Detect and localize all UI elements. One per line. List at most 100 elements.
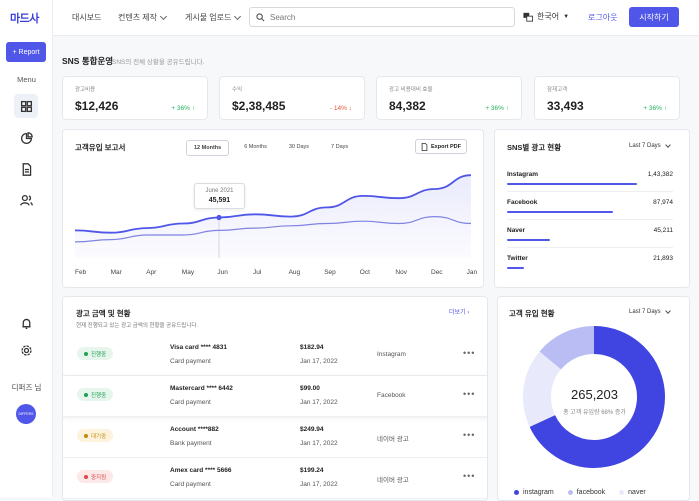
top-navigation: 대시보드 컨텐츠 제작 게시물 업로드 Search 한국어 ▼ 로그아웃 시작…: [53, 0, 699, 36]
ad-platform: 네이버 광고: [377, 477, 409, 484]
avatar[interactable]: DIFFERS: [16, 404, 36, 424]
month-label: Mar: [110, 269, 122, 276]
settings-icon[interactable]: [14, 338, 38, 362]
series-area: [75, 175, 471, 258]
channel-row: Naver 45,211: [507, 227, 673, 253]
more-options-icon[interactable]: •••: [463, 389, 476, 399]
month-label: Jul: [253, 269, 262, 276]
ad-amount-card: 광고 금액 및 현황 현재 진행되고 있는 광고 금액의 현황을 공유드립니다.…: [62, 296, 488, 501]
nav-dashboard[interactable]: 대시보드: [72, 12, 101, 23]
channel-name: Naver: [507, 227, 526, 234]
status-dot: [84, 351, 88, 356]
dashboard-icon[interactable]: [14, 94, 38, 118]
ad-date: Jan 17, 2022: [300, 440, 338, 447]
logout-link[interactable]: 로그아웃: [588, 13, 618, 22]
tooltip-date: June 2021: [205, 188, 234, 194]
inflow-title: 고객 유입 현황: [509, 309, 555, 318]
stat-card-revenue: 수익 $2,38,485 - 14% ↓: [219, 76, 365, 120]
stat-label: 수익: [232, 87, 243, 93]
page-title: SNS 통합운영: [62, 56, 114, 66]
stat-label: 광고비용: [75, 87, 96, 93]
status-badge: 진행중: [77, 388, 114, 401]
tab-7-days[interactable]: 7 Days: [331, 144, 349, 150]
search-placeholder: Search: [270, 12, 296, 22]
export-pdf-button[interactable]: Export PDF: [415, 139, 467, 154]
ads-title: 광고 금액 및 현황: [76, 309, 131, 318]
status-label: 대기중: [91, 433, 107, 440]
range-dropdown[interactable]: Last 7 Days: [629, 141, 671, 149]
channel-bar: [507, 267, 524, 269]
payment-method: Card payment: [170, 399, 211, 406]
chevron-right-icon: ›: [467, 310, 470, 316]
more-label: 더보기: [449, 310, 466, 316]
donut-segment-naver[interactable]: [523, 326, 665, 468]
stat-change: - 14% ↓: [329, 105, 352, 112]
series-line-0: [74, 174, 472, 234]
ad-date: Jan 17, 2022: [300, 481, 338, 488]
nav-content-label: 컨텐츠 제작: [118, 13, 158, 22]
document-icon[interactable]: [14, 157, 38, 181]
caret-down-icon: ▼: [563, 13, 570, 20]
channel-row: Instagram 1,43,382: [507, 171, 673, 197]
stat-label: 광고 비용대비 효율: [389, 87, 433, 93]
channel-row: Twitter 21,893: [507, 255, 673, 281]
status-dot: [84, 474, 88, 479]
month-label: Sep: [324, 269, 336, 276]
ad-table-row[interactable]: 진행중 Visa card **** 4831 Card payment $182.9…: [63, 335, 487, 376]
tab-6-months[interactable]: 6 Months: [244, 144, 267, 150]
nav-post-upload[interactable]: 게시물 업로드: [185, 12, 242, 23]
start-button[interactable]: 시작하기: [629, 7, 679, 27]
donut-segment-facebook[interactable]: [523, 326, 665, 468]
legend-item: instagram: [514, 489, 554, 496]
inflow-caption: 총 고객 유입량 68% 증가: [563, 410, 626, 416]
month-label: Nov: [395, 269, 407, 276]
inflow-range-dropdown[interactable]: Last 7 Days: [629, 307, 671, 315]
data-point-jun[interactable]: [216, 214, 222, 221]
payment-method: Card payment: [170, 358, 211, 365]
payment-card: Amex card **** 5666: [170, 467, 232, 474]
status-badge: 대기중: [77, 429, 114, 442]
channel-name: Facebook: [507, 199, 538, 206]
tab-12-months[interactable]: 12 Months: [186, 140, 230, 156]
chevron-down-icon: [664, 141, 671, 148]
more-link[interactable]: 더보기 ›: [449, 307, 469, 316]
divider: [507, 247, 673, 248]
customer-inflow-card: 고객 유입 현황 Last 7 Days 265,203 총 고객 유입량 68…: [497, 296, 690, 501]
app-logo[interactable]: 마드사: [10, 13, 39, 25]
channel-name: Instagram: [507, 171, 539, 178]
ad-table-row[interactable]: 대기중 Account ****882 Bank payment $249.94 Jan…: [63, 417, 487, 458]
export-label: Export PDF: [431, 143, 461, 150]
stat-card-ad-cost: 광고비용 $12,426 + 36% ↑: [62, 76, 208, 120]
pie-chart-icon[interactable]: [14, 126, 38, 150]
sns-ad-status-card: SNS별 광고 현황 Last 7 Days Instagram 1,43,382…: [494, 129, 690, 288]
payment-method: Bank payment: [170, 440, 212, 447]
nav-content-creation[interactable]: 컨텐츠 제작: [118, 12, 168, 23]
ad-table-row[interactable]: 중지됨 Amex card **** 5666 Card payment $199.2…: [63, 458, 487, 499]
more-options-icon[interactable]: •••: [463, 471, 476, 481]
tab-30-days[interactable]: 30 Days: [288, 144, 310, 150]
search-input[interactable]: Search: [249, 7, 515, 27]
month-label: Apr: [146, 269, 157, 276]
more-options-icon[interactable]: •••: [463, 348, 476, 358]
language-label: 한국어: [537, 12, 560, 21]
ad-platform: Facebook: [377, 392, 406, 399]
ad-table-row[interactable]: 진행중 Mastercard **** 6442 Card payment $99.0…: [63, 376, 487, 417]
legend-label: facebook: [576, 489, 606, 496]
status-dot: [84, 433, 88, 438]
month-label: May: [181, 269, 195, 276]
stat-label: 잠재고객: [547, 87, 568, 93]
stat-change: + 36% ↑: [171, 105, 195, 112]
sidebar: 마드사 + Report Menu 디퍼즈 님 DIFFERS: [0, 0, 53, 497]
report-button[interactable]: + Report: [6, 42, 46, 62]
more-options-icon[interactable]: •••: [463, 430, 476, 440]
stat-value: 84,382: [389, 99, 426, 113]
stat-value: 33,493: [547, 99, 584, 113]
nav-upload-label: 게시물 업로드: [185, 13, 232, 22]
inflow-total: 265,203: [571, 387, 618, 402]
sns-ad-title: SNS별 광고 현황: [507, 143, 562, 152]
users-icon[interactable]: [14, 188, 38, 212]
bell-icon[interactable]: [14, 311, 38, 335]
inflow-range-label: Last 7 Days: [629, 309, 661, 315]
language-select[interactable]: 한국어 ▼: [523, 11, 569, 22]
legend-label: naver: [628, 489, 646, 496]
